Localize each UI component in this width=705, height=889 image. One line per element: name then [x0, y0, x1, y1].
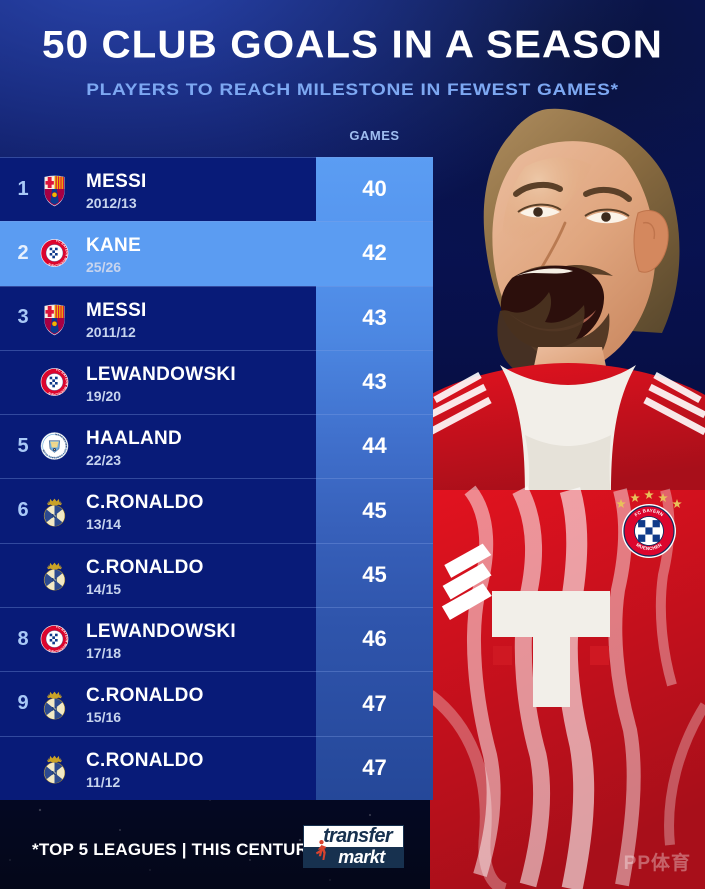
- svg-text:M: M: [52, 705, 58, 712]
- svg-text:M: M: [52, 512, 58, 519]
- svg-text:M: M: [52, 577, 58, 584]
- svg-text:M: M: [52, 770, 58, 777]
